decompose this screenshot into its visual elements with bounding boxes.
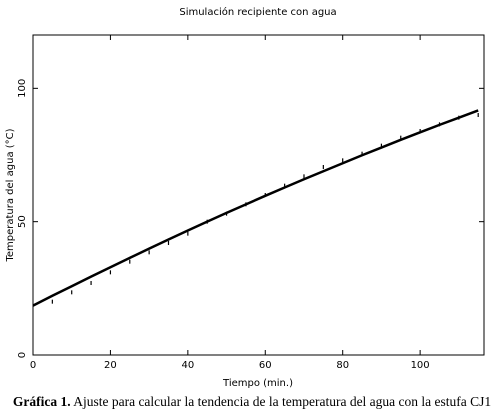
caption: Gráfica 1. Ajuste para calcular la tende… [0,394,504,410]
y-tick-label: 50 [17,215,28,228]
plot-frame [32,34,485,356]
x-tick-label: 20 [104,360,117,371]
x-tick-label: 100 [411,360,430,371]
x-axis-label: Tiempo (min.) [222,378,293,389]
caption-text: Ajuste para calcular la tendencia de la … [73,394,492,409]
y-tick-label: 0 [17,352,28,358]
caption-label: Gráfica 1. [12,394,71,409]
x-tick-label: 60 [259,360,272,371]
y-axis-label: Temperatura del agua (°C) [5,128,16,262]
fit-line [32,109,479,307]
x-tick-label: 0 [30,360,36,371]
x-tick-label: 40 [181,360,194,371]
x-tick-label: 80 [336,360,349,371]
chart: Simulación recipiente con agua Tiempo (m… [5,6,485,389]
y-tick-label: 100 [17,79,28,98]
chart-title: Simulación recipiente con agua [179,6,336,18]
